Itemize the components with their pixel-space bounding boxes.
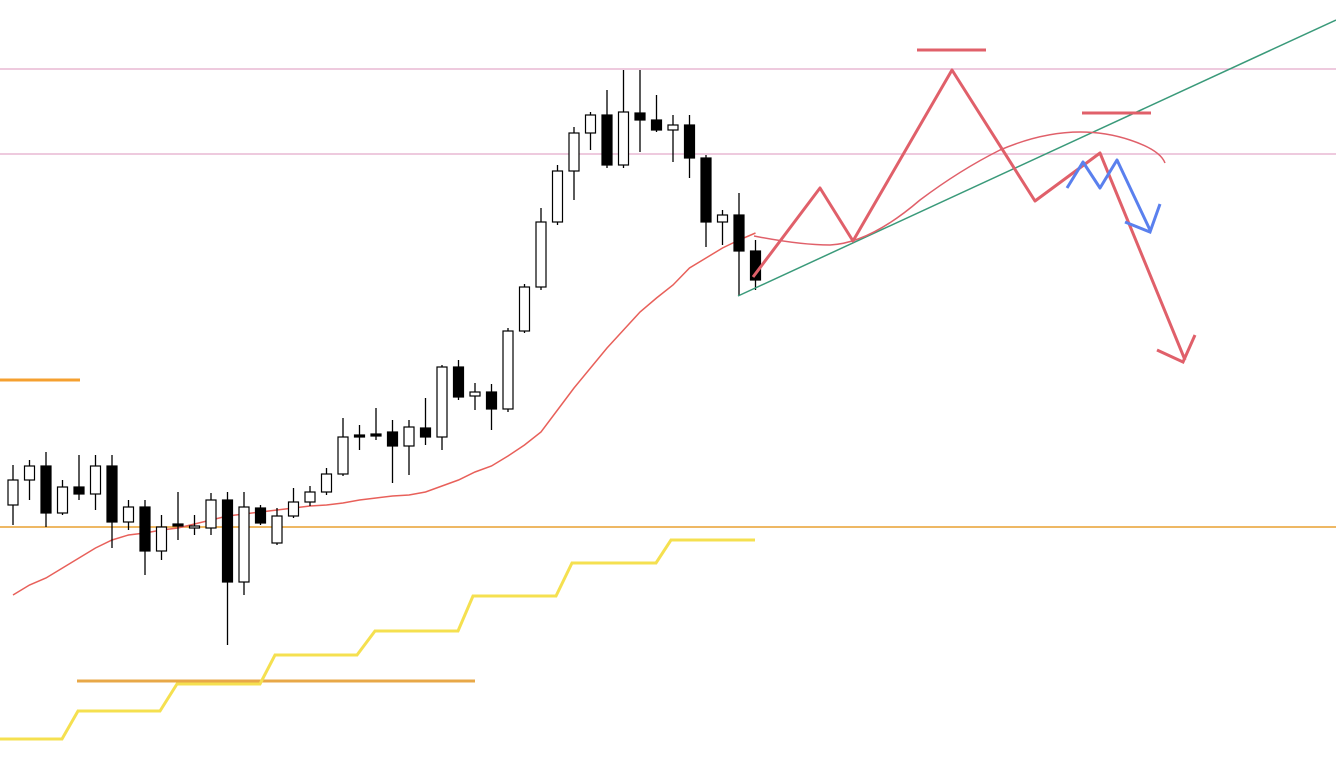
candle-body [221,499,234,583]
candle-body [7,479,19,506]
candle-body [518,286,531,332]
candle-body [73,486,85,495]
candle-body [535,221,547,288]
candle-body [386,431,399,447]
candle-body [667,124,679,131]
candle-body [551,170,564,223]
candle-body [106,465,118,523]
candle-body [238,506,250,583]
candle-body [617,111,630,166]
candle-body [650,119,663,131]
candle-body [155,526,168,552]
candle-body [733,214,745,252]
candle-body [353,434,366,438]
candle-body [320,473,333,493]
candle-body [188,525,201,529]
candle-body [337,436,349,475]
step-line [0,538,755,741]
candle-body [403,426,415,447]
candle-body [122,506,135,523]
candle-body [23,465,36,481]
candle-body [683,124,696,159]
candle-body [436,366,448,438]
moving-average [12,232,756,596]
candle-body [502,330,514,410]
candle-body [716,214,729,223]
candle-body [370,433,382,437]
candle-body [40,465,52,514]
candle-body [469,391,481,397]
candle-body [89,465,102,495]
alt-path [1065,158,1152,231]
candle-body [485,391,498,410]
candle-body [139,506,151,552]
arrow-head [1156,334,1197,364]
candle-body [304,491,316,503]
candle-body [634,112,646,121]
candle-body [568,132,580,172]
trend-line [737,19,1336,297]
candle-body [172,523,184,527]
projection-curve [753,131,1166,246]
candle-body [254,507,267,524]
candles [7,70,762,645]
candle-body [419,427,432,438]
candle-body [700,157,712,223]
candle-body [205,499,217,529]
scenario-path [751,68,1187,361]
candle-body [584,114,597,134]
arrow-head [1124,203,1162,234]
candle-body [287,501,300,517]
candle-body [452,366,465,398]
candle-body [601,114,613,166]
candle-body [56,486,69,514]
candle-body [271,515,283,544]
